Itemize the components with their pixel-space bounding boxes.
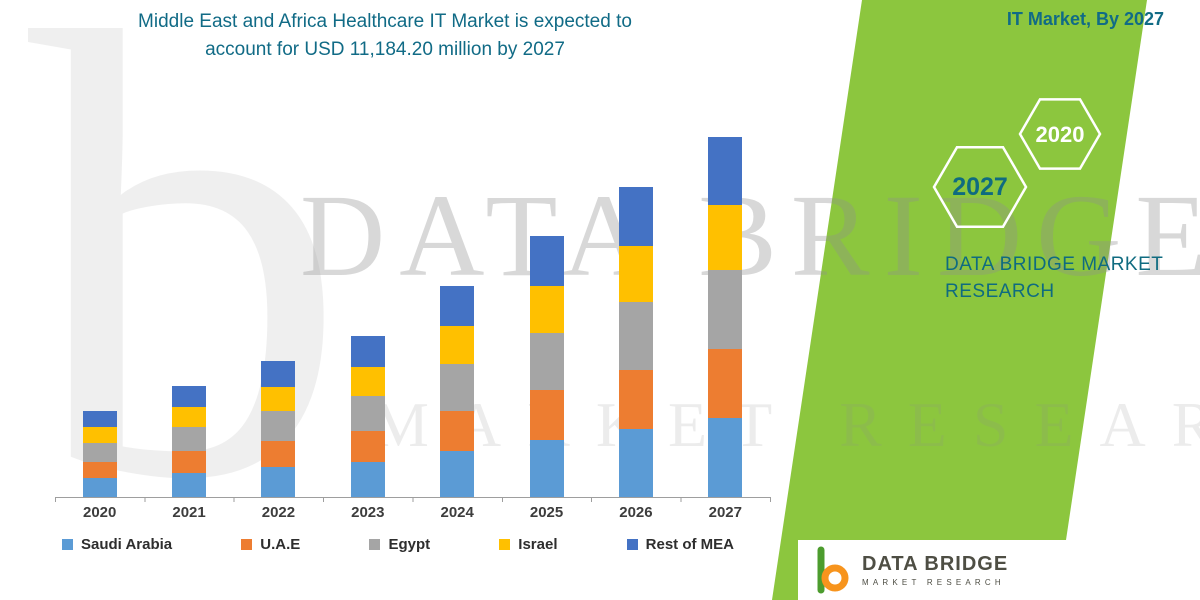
bar-segment-2023-saudi-arabia (350, 461, 385, 497)
bar-segment-2024-saudi-arabia (440, 450, 475, 497)
footer-logo-name: DATA BRIDGE (862, 553, 1009, 575)
bar-segment-2024-u-a-e (440, 410, 475, 451)
hexagon-badges: 2020 2027 (932, 98, 1102, 229)
bar-segment-2027-saudi-arabia (708, 417, 743, 497)
bar-2020 (82, 410, 117, 497)
footer-logo-plate: DATA BRIDGE MARKET RESEARCH (798, 540, 1088, 600)
bar-segment-2021-rest-of-mea (172, 385, 207, 407)
brand-name-text: DATA BRIDGE MARKET RESEARCH (945, 252, 1163, 305)
bar-segment-2026-saudi-arabia (618, 428, 653, 497)
footer-logo-text: DATA BRIDGE MARKET RESEARCH (862, 553, 1008, 587)
x-axis-label-2026: 2026 (619, 504, 653, 521)
legend-item-saudi-arabia: Saudi Arabia (62, 536, 172, 553)
bar-segment-2021-saudi-arabia (172, 472, 207, 497)
x-axis-label-2021: 2021 (172, 504, 206, 521)
bar-2022 (261, 360, 296, 497)
legend-swatch-icon (626, 539, 638, 550)
legend-item-u-a-e: U.A.E (241, 536, 300, 553)
footer-logo-subname: MARKET RESEARCH (862, 578, 1005, 587)
bar-segment-2022-egypt (261, 411, 296, 442)
side-caption: IT Market, By 2027 (1006, 9, 1164, 29)
legend-label: Egypt (388, 536, 431, 553)
bar-segment-2020-saudi-arabia (82, 478, 117, 497)
bar-segment-2020-rest-of-mea (82, 410, 117, 428)
bar-segment-2022-israel (261, 386, 296, 412)
bar-segment-2020-u-a-e (82, 461, 117, 478)
bar-segment-2021-egypt (172, 426, 207, 452)
bar-segment-2025-egypt (529, 332, 564, 391)
chart-title: Middle East and Africa Healthcare IT Mar… (55, 8, 715, 63)
bar-segment-2021-israel (172, 406, 207, 427)
legend-item-egypt: Egypt (369, 536, 430, 553)
legend-item-rest-of-mea: Rest of MEA (626, 536, 734, 553)
bar-segment-2026-u-a-e (618, 369, 653, 429)
legend-label: Saudi Arabia (81, 536, 173, 553)
bar-segment-2020-egypt (82, 442, 117, 462)
x-axis-label-2025: 2025 (529, 504, 564, 521)
chart-title-line2: account for USD 11,184.20 million by 202… (205, 38, 565, 60)
data-bridge-logo-icon (817, 546, 849, 594)
legend-label: Rest of MEA (645, 536, 734, 553)
bar-2023 (350, 336, 385, 497)
legend-label: Israel (518, 536, 558, 553)
x-axis-line (55, 497, 771, 498)
hexagon-2027-outline (932, 145, 1028, 229)
bar-segment-2022-u-a-e (261, 441, 296, 468)
bar-2025 (529, 236, 564, 497)
bar-segment-2027-egypt (708, 270, 743, 350)
bar-segment-2023-rest-of-mea (350, 336, 385, 367)
bar-segment-2024-egypt (440, 364, 475, 411)
bar-segment-2027-u-a-e (708, 349, 743, 418)
chart-title-line1: Middle East and Africa Healthcare IT Mar… (138, 11, 632, 32)
brand-line2: RESEARCH (945, 280, 1055, 302)
x-axis-label-2023: 2023 (351, 504, 385, 521)
brand-line1: DATA BRIDGE MARKET (945, 254, 1164, 275)
bar-segment-2020-israel (82, 427, 117, 443)
x-axis-label-2020: 2020 (83, 504, 117, 521)
bar-segment-2021-u-a-e (172, 451, 207, 473)
chart-legend: Saudi Arabia U.A.E Egypt Israel Rest of MEA (62, 536, 734, 553)
hexagon-2020-label: 2020 (1036, 122, 1085, 147)
x-axis-label-2027: 2027 (708, 504, 742, 521)
bar-segment-2026-israel (618, 245, 653, 302)
bar-segment-2023-israel (350, 366, 385, 396)
bar-segment-2027-israel (708, 205, 743, 271)
bar-segment-2024-rest-of-mea (440, 286, 475, 327)
bar-2026 (618, 186, 653, 497)
bar-2024 (440, 286, 475, 497)
legend-swatch-icon (241, 539, 253, 550)
bar-segment-2025-rest-of-mea (529, 236, 564, 286)
bar-segment-2025-saudi-arabia (529, 439, 564, 497)
x-axis-ticks (55, 498, 771, 502)
bar-2027 (708, 137, 743, 497)
bar-segment-2027-rest-of-mea (708, 137, 743, 206)
bar-2021 (172, 385, 207, 497)
bar-segment-2026-rest-of-mea (618, 186, 653, 246)
bar-segment-2025-u-a-e (529, 390, 564, 440)
x-axis-label-2022: 2022 (261, 504, 296, 521)
bar-segment-2023-egypt (350, 395, 385, 432)
bar-segment-2026-egypt (618, 301, 653, 370)
legend-swatch-icon (62, 539, 73, 550)
legend-swatch-icon (369, 539, 381, 550)
bar-segment-2024-israel (440, 326, 475, 365)
bar-segment-2023-u-a-e (350, 431, 385, 462)
bar-segment-2022-saudi-arabia (261, 467, 296, 497)
bar-segment-2025-israel (529, 285, 564, 333)
x-axis-label-2024: 2024 (440, 504, 474, 521)
hexagon-2027-label: 2027 (952, 173, 1008, 201)
hexagon-2020-outline (1018, 98, 1102, 170)
legend-swatch-icon (499, 539, 511, 550)
legend-item-israel: Israel (499, 536, 558, 553)
legend-label: U.A.E (260, 536, 301, 553)
bar-segment-2022-rest-of-mea (261, 360, 296, 387)
